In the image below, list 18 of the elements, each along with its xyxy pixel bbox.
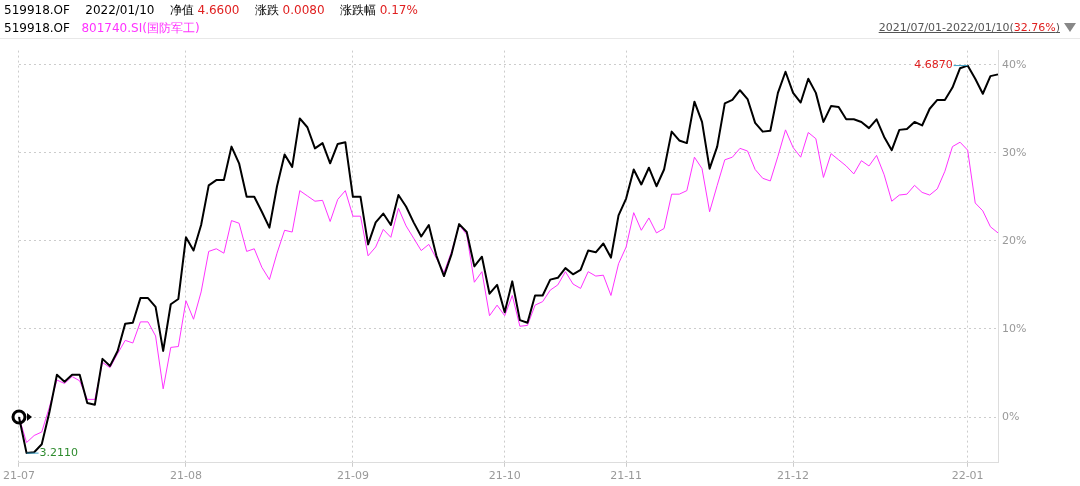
x-tick-label: 21-08	[169, 469, 202, 483]
x-tick-label: 21-12	[777, 469, 810, 483]
text: 519918.OF	[4, 21, 71, 35]
y-tick-label: 20%	[1002, 233, 1027, 247]
x-tick-label: 21-09	[336, 469, 369, 483]
x-tick-label: 22-01	[951, 469, 984, 483]
text: 801740.SI(国防军工)	[81, 21, 201, 35]
y-tick-label: 40%	[1002, 57, 1027, 71]
chart-subtitle: 2021/07/01-2022/01/10(32.76%)	[878, 21, 1060, 34]
annotation: 4.6870	[914, 58, 953, 72]
chart-title: 519918.OF 2022/01/10 净值 4.6600 涨跌 0.0080 涨跌幅 0.17%	[4, 3, 418, 17]
y-tick-label: 0%	[1002, 409, 1020, 423]
x-tick-label: 21-07	[3, 469, 35, 483]
y-tick-label: 30%	[1002, 145, 1027, 159]
annotation: 3.2110	[39, 445, 79, 459]
y-tick-label: 10%	[1002, 321, 1027, 335]
x-tick-label: 21-11	[610, 469, 643, 483]
x-tick-label: 21-10	[488, 469, 521, 483]
